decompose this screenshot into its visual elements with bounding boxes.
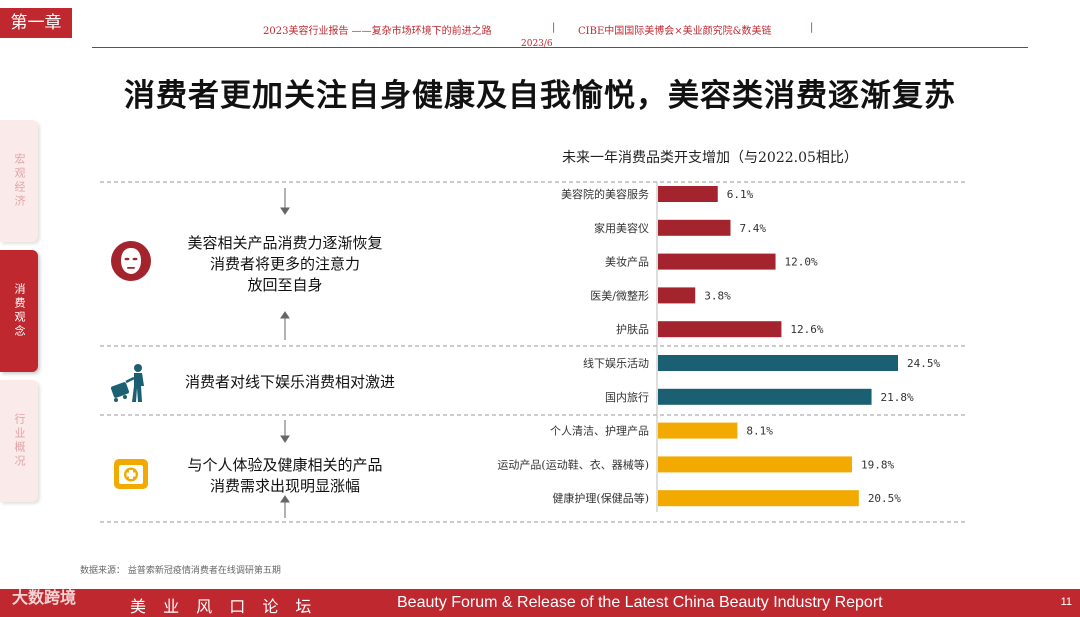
footer-report-name: Beauty Forum & Release of the Latest Chi… [397,594,883,611]
bar [658,321,782,338]
bar-value-label: 12.0% [785,256,818,269]
category-label: 线下娱乐活动 [583,356,649,370]
category-label: 国内旅行 [605,390,649,404]
bar [658,253,776,270]
footer-forum-name: 美 业 风 口 论 坛 [130,597,318,616]
bar-value-label: 7.4% [739,222,766,235]
category-label: 美容院的美容服务 [561,187,649,201]
header-separator: | [552,22,556,33]
bar-value-label: 6.1% [727,188,754,201]
bar-value-label: 19.8% [861,458,894,471]
bar [658,287,696,304]
bar [658,388,872,405]
category-label: 健康护理(保健品等) [552,491,649,505]
category-label: 医美/微整形 [590,288,649,302]
side-tab-macro-economy[interactable]: 宏观经济 [0,120,38,242]
report-title: 2023美容行业报告 ——复杂市场环境下的前进之路 [263,26,492,37]
bar [658,355,898,371]
header-divider [92,47,1028,48]
category-label: 家用美容仪 [594,221,649,235]
arrow-down [280,207,290,215]
footer-bar: 美 业 风 口 论 坛 Beauty Forum & Release of th… [0,589,1080,617]
group-2-text: 消费者对线下娱乐消费相对激进 [165,372,415,393]
bar-value-label: 3.8% [704,289,731,302]
bar [658,490,859,507]
group-1-line: 美容相关产品消费力逐渐恢复 [187,234,383,252]
page-title: 消费者更加关注自身健康及自我愉悦，美容类消费逐渐复苏 [124,78,956,114]
group-1-line: 放回至自身 [247,276,323,294]
bar-value-label: 8.1% [746,425,773,438]
bar [658,186,718,202]
bar-value-label: 20.5% [868,492,901,505]
health-kit-icon [114,459,148,489]
watermark-logo: 大数跨境 [12,588,77,607]
category-label: 护肤品 [616,322,649,336]
traveler-icon [110,364,144,402]
group-3-line: 消费需求出现明显涨幅 [209,477,360,495]
category-label: 个人清洁、护理产品 [550,424,649,438]
side-tab-consumer-concept[interactable]: 消费观念 [0,250,38,372]
group-3-line: 与个人体验及健康相关的产品 [187,456,383,474]
org-name: CIBE中国国际美博会×美业颜究院&数美链 [578,26,772,37]
chart-title: 未来一年消费品类开支增加（与2022.05相比） [562,150,858,166]
arrow-down [280,435,290,443]
bar [658,456,852,473]
side-tab-industry-overview[interactable]: 行业概况 [0,380,38,502]
page-number: 11 [1060,596,1072,608]
bar-value-label: 24.5% [907,357,940,370]
bar-value-label: 12.6% [790,323,823,336]
arrow-up [280,495,290,503]
header-separator: | [810,22,814,33]
group-2-line: 消费者对线下娱乐消费相对激进 [184,373,395,391]
category-label: 美妆产品 [605,255,649,269]
data-source: 数据来源： 益普索新冠疫情消费者在线调研第五期 [80,566,281,576]
group-3-text: 与个人体验及健康相关的产品 消费需求出现明显涨幅 [165,455,405,497]
group-1-text: 美容相关产品消费力逐渐恢复 消费者将更多的注意力 放回至自身 [165,233,405,296]
category-label: 运动产品(运动鞋、衣、器械等) [497,457,649,471]
bar-value-label: 21.8% [881,391,914,404]
group-1-line: 消费者将更多的注意力 [209,255,360,273]
arrow-up [280,311,290,319]
bar [658,422,738,439]
chapter-tag: 第一章 [0,8,72,38]
face-mask-icon [111,241,151,281]
report-date: 2023/6 [521,39,553,49]
bar [658,219,731,236]
